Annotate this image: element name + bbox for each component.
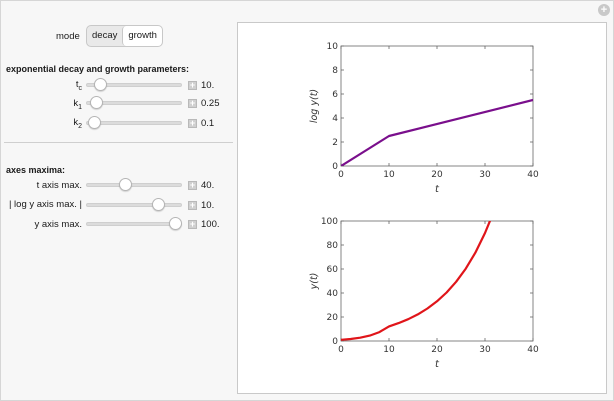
y-tick-label: 40	[327, 289, 339, 299]
mode-selector: decay growth	[86, 25, 163, 47]
plot-panel: 0 10 20 30 40 0 2 4 6 8 10 t log y(t) 0 10 20 30 40 0 20 40 6…	[237, 22, 607, 394]
x-tick-label: 10	[383, 345, 395, 355]
y-tick-label: 0	[332, 337, 338, 347]
chart-1: 0 10 20 30 40 0 2 4 6 8 10 t log y(t)	[309, 42, 539, 195]
k1-value: 0.25	[201, 98, 220, 109]
t-axis-max-label: t axis max.	[36, 180, 82, 191]
tc-slider-track[interactable]	[86, 83, 182, 87]
t-axis-max-slider-track[interactable]	[86, 183, 182, 187]
t-axis-max-expand-icon[interactable]: +	[188, 180, 197, 190]
t-axis-max-slider-thumb[interactable]	[119, 178, 133, 191]
log-y-axis-max-slider-track[interactable]	[86, 203, 182, 207]
tc-expand-icon[interactable]: +	[188, 80, 197, 90]
series-line	[341, 98, 533, 166]
y-tick-label: 0	[332, 162, 338, 172]
k2-slider-thumb[interactable]	[87, 116, 101, 129]
x-tick-label: 20	[431, 345, 443, 355]
plots-svg: 0 10 20 30 40 0 2 4 6 8 10 t log y(t) 0 10 20 30 40 0 20 40 6…	[309, 42, 539, 370]
section-divider	[4, 142, 233, 143]
y-axis-label: log y(t)	[309, 89, 320, 123]
tc-value: 10.	[201, 80, 215, 91]
k1-slider-track[interactable]	[86, 101, 182, 105]
x-tick-label: 40	[527, 170, 539, 180]
plot-frame	[340, 220, 534, 342]
y-tick-label: 10	[327, 42, 339, 52]
t-axis-max-value: 40.	[201, 180, 215, 191]
y-tick-label: 4	[332, 114, 338, 124]
x-tick-label: 0	[338, 345, 344, 355]
log-y-axis-max-value: 10.	[201, 200, 215, 211]
k2-slider-track[interactable]	[86, 121, 182, 125]
y-tick-label: 80	[327, 241, 339, 251]
mode-label: mode	[56, 31, 80, 42]
y-tick-label: 100	[321, 217, 338, 227]
y-tick-label: 60	[327, 265, 339, 275]
log-y-axis-max-label: | log y axis max. |	[8, 199, 82, 210]
y-axis-max-label: y axis max.	[34, 219, 82, 230]
x-tick-label: 10	[383, 170, 395, 180]
parameters-section-title: exponential decay and growth parameters:	[6, 64, 190, 74]
y-tick-label: 20	[327, 313, 339, 323]
mode-option-growth[interactable]: growth	[122, 26, 162, 46]
k1-label: k1	[73, 98, 82, 111]
k2-expand-icon[interactable]: +	[188, 118, 197, 128]
x-tick-label: 40	[527, 345, 539, 355]
y-tick-label: 2	[332, 138, 338, 148]
y-axis-max-slider-thumb[interactable]	[169, 217, 182, 230]
y-tick-label: 8	[332, 66, 338, 76]
log-y-axis-max-slider-thumb[interactable]	[152, 198, 166, 211]
y-axis-label: y(t)	[309, 273, 320, 291]
mode-option-decay[interactable]: decay	[92, 30, 118, 41]
k2-value: 0.1	[201, 118, 215, 129]
series-line	[341, 221, 492, 341]
corner-plus-icon[interactable]: +	[598, 4, 610, 16]
k1-slider-thumb[interactable]	[90, 96, 104, 109]
chart-2: 0 10 20 30 40 0 20 40 60 80 100 t y(t)	[309, 217, 539, 370]
tc-slider-thumb[interactable]	[94, 78, 108, 91]
y-axis-max-slider-track[interactable]	[86, 222, 182, 226]
x-tick-label: 30	[479, 170, 491, 180]
k1-expand-icon[interactable]: +	[188, 98, 197, 108]
y-tick-label: 6	[332, 90, 338, 100]
x-tick-label: 20	[431, 170, 443, 180]
tc-label: tc	[75, 79, 82, 92]
x-tick-label: 0	[338, 170, 344, 180]
k2-label: k2	[73, 117, 82, 130]
log-y-axis-max-expand-icon[interactable]: +	[188, 200, 197, 210]
x-tick-label: 30	[479, 345, 491, 355]
y-axis-max-expand-icon[interactable]: +	[188, 219, 197, 229]
x-axis-label: t	[435, 359, 440, 370]
x-axis-label: t	[435, 184, 440, 195]
axes-section-title: axes maxima:	[6, 165, 66, 175]
y-axis-max-value: 100.	[201, 219, 220, 230]
